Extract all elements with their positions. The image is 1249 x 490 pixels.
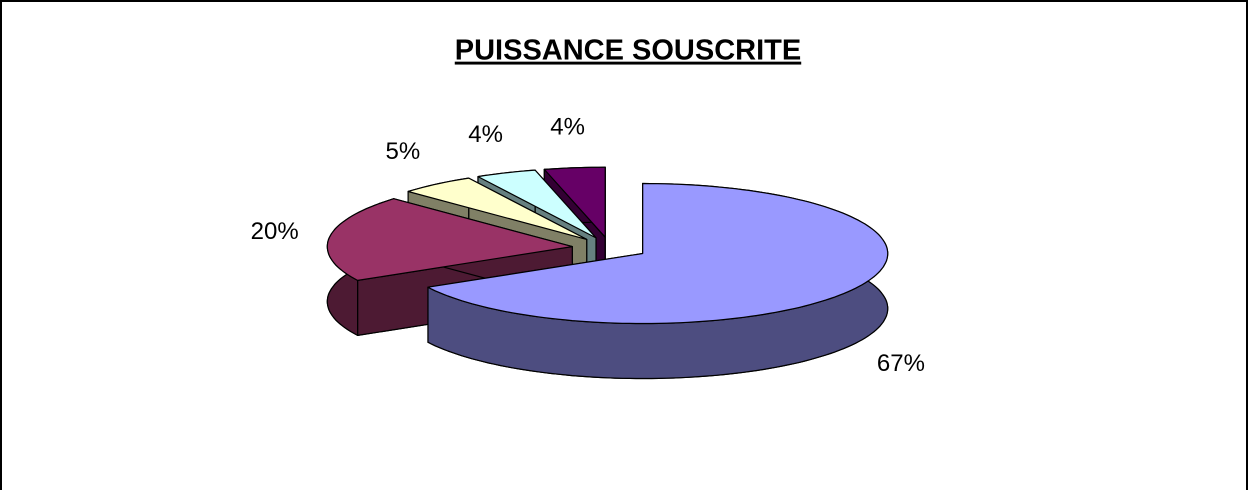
pie-slice — [427, 182, 889, 380]
slice-top — [427, 182, 889, 325]
slice-top — [543, 166, 606, 238]
data-label: 5% — [385, 138, 420, 165]
slice-top — [477, 169, 597, 239]
chart-title: PUISSANCE SOUSCRITE — [455, 35, 801, 67]
data-label: 67% — [877, 350, 925, 377]
data-label: 4% — [468, 121, 503, 148]
slice-top — [407, 177, 588, 240]
data-label: 20% — [251, 218, 299, 245]
data-label: 4% — [550, 113, 585, 140]
slice-top — [326, 198, 573, 281]
